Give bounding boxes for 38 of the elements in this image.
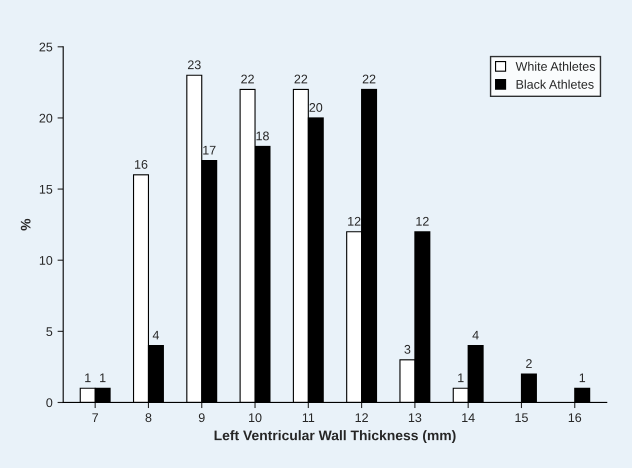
data-label: 16 bbox=[135, 160, 148, 169]
data-label: 3 bbox=[404, 344, 410, 354]
data-label: 12 bbox=[416, 216, 429, 226]
x-tick-label: 13 bbox=[408, 413, 422, 422]
x-tick-label: 9 bbox=[198, 413, 205, 422]
legend-label: White Athletes bbox=[516, 62, 596, 71]
data-label: 12 bbox=[348, 216, 360, 226]
x-tick-label: 16 bbox=[568, 413, 582, 422]
y-tick-label: 20 bbox=[40, 114, 52, 123]
data-label: 1 bbox=[580, 374, 586, 382]
data-label: 4 bbox=[152, 330, 160, 340]
data-label: 22 bbox=[241, 74, 254, 84]
data-label: 23 bbox=[188, 60, 201, 70]
y-tick-label: 0 bbox=[46, 398, 52, 408]
data-label: 22 bbox=[362, 74, 376, 84]
x-tick-label: 8 bbox=[146, 413, 152, 422]
data-label: 2 bbox=[526, 359, 532, 368]
legend-label: Black Athletes bbox=[516, 80, 594, 89]
x-axis-title: Left Ventricular Wall Thickness (mm) bbox=[214, 430, 456, 444]
data-label: 1 bbox=[85, 374, 91, 382]
data-label: 20 bbox=[309, 103, 322, 112]
y-tick-label: 5 bbox=[46, 327, 52, 336]
x-tick-label: 11 bbox=[302, 413, 314, 422]
data-label: 1 bbox=[100, 374, 106, 382]
y-axis-title: % bbox=[20, 218, 31, 230]
x-tick-label: 12 bbox=[356, 413, 368, 422]
data-label: 22 bbox=[294, 74, 308, 84]
x-tick-label: 7 bbox=[92, 413, 98, 422]
x-tick-label: 15 bbox=[515, 413, 528, 422]
x-tick-label: 10 bbox=[249, 413, 262, 422]
data-label: 4 bbox=[472, 330, 479, 340]
data-label: 1 bbox=[458, 374, 464, 382]
y-tick-label: 25 bbox=[40, 42, 52, 52]
data-label: 17 bbox=[203, 146, 216, 154]
x-tick-label: 14 bbox=[462, 413, 475, 422]
data-label: 18 bbox=[256, 132, 269, 140]
y-tick-label: 15 bbox=[40, 185, 52, 194]
y-tick-label: 10 bbox=[40, 256, 52, 265]
